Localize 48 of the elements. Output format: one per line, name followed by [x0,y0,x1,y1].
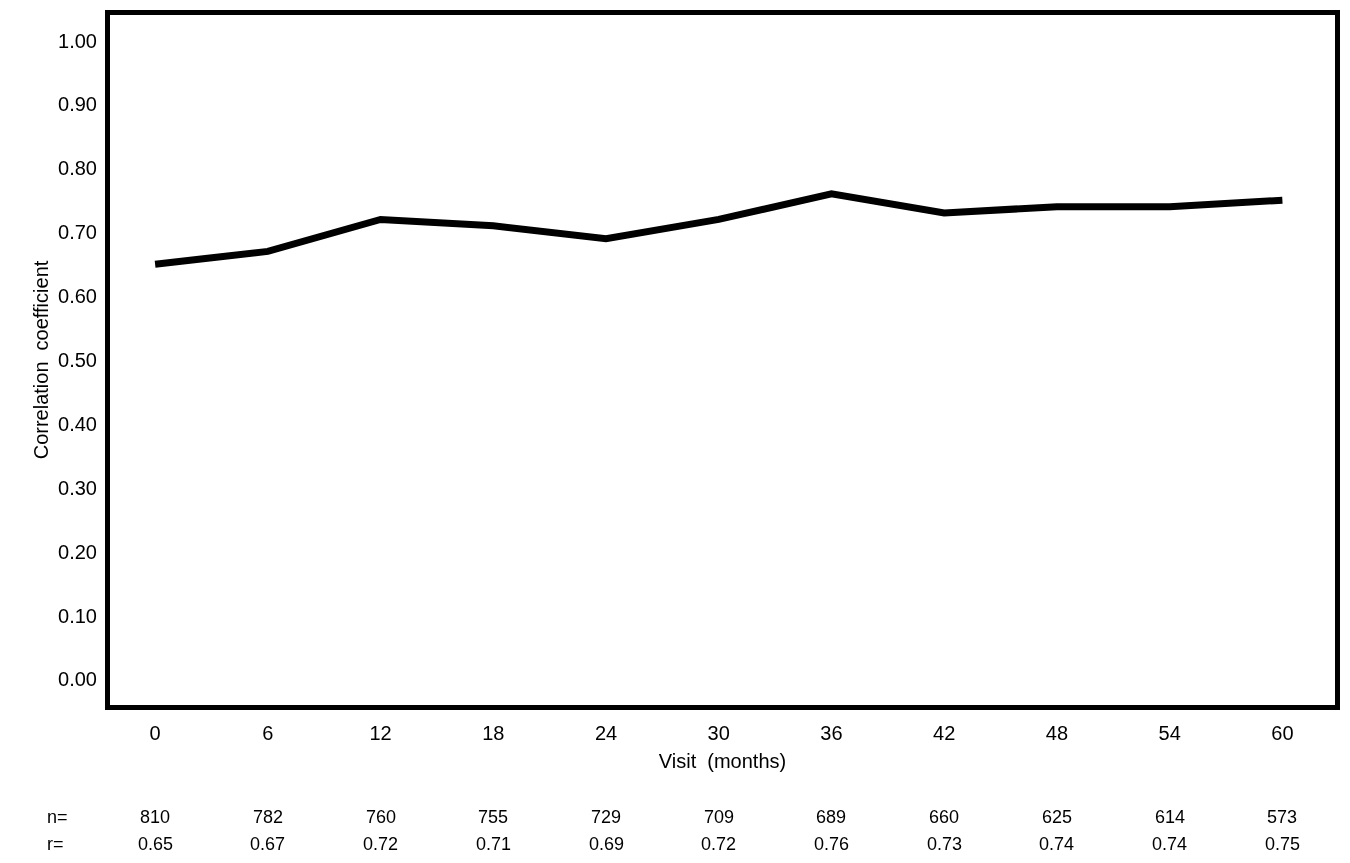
text: 0.71 [476,834,512,854]
text: 0.74 [1039,834,1075,854]
y-tick-label: 0.30 [58,476,97,499]
y-tick-label: 1.00 [58,29,97,52]
y-tick-label: 0.10 [58,604,97,627]
text: r= [47,834,64,854]
x-tick-label: 6 [262,722,274,744]
text: 760 [366,807,397,827]
y-tick-label: 0.70 [58,221,97,244]
text: 0.72 [363,834,399,854]
y-tick-label: 0.60 [58,285,97,308]
x-tick-label: 12 [369,722,392,744]
text: 709 [704,807,735,827]
text: 573 [1267,807,1298,827]
x-tick-label: 24 [594,722,618,744]
x-tick-label: 36 [820,722,843,744]
text: 689 [816,807,847,827]
y-tick-label: 0.50 [58,349,97,371]
x-axis-title: Visit (months) [658,749,787,772]
x-tick-label: 60 [1271,722,1294,744]
text: 614 [1155,807,1186,827]
x-tick-label: 48 [1045,722,1069,744]
y-tick-label: 0.90 [58,93,97,116]
text: 0.65 [138,834,174,854]
text: 810 [140,807,171,827]
text: 660 [929,807,960,827]
text: 0.74 [1152,834,1188,854]
x-tick-label: 0 [149,722,161,744]
text: 0.69 [589,834,625,854]
text: 729 [591,807,622,827]
text: 625 [1042,807,1073,827]
x-tick-label: 30 [707,722,730,744]
x-tick-label: 18 [482,722,505,744]
text: 755 [478,807,509,827]
text: n= [47,807,68,827]
text: 0.75 [1265,834,1301,854]
text: 782 [253,807,284,827]
y-tick-label: 0.20 [58,540,97,563]
text: 0.72 [701,834,737,854]
x-tick-label: 54 [1158,722,1181,744]
y-axis-title: Correlation coefficient [29,260,52,460]
text: 0.67 [250,834,286,854]
text: 0.73 [927,834,963,854]
y-tick-label: 0.40 [58,412,97,435]
y-tick-label: 0.00 [58,668,97,691]
y-tick-label: 0.80 [58,157,97,180]
x-tick-label: 42 [933,722,956,744]
text: 0.76 [814,834,850,854]
